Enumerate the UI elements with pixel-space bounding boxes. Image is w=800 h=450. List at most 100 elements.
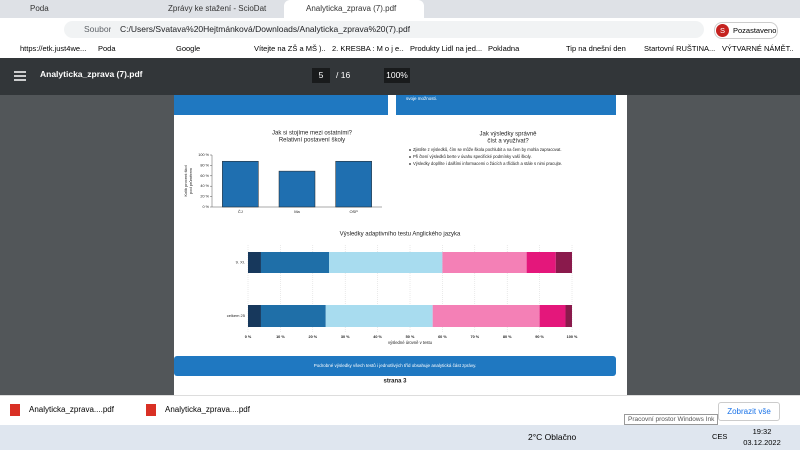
x-tick-label: 60 % bbox=[438, 335, 447, 339]
segment bbox=[260, 252, 329, 273]
scheme: Soubor bbox=[84, 24, 112, 34]
bullet bbox=[409, 156, 411, 158]
footer-note: Podrobné výsledky všech testů i jednotli… bbox=[314, 362, 477, 368]
bar bbox=[278, 170, 316, 208]
status: Pozastaveno bbox=[733, 26, 777, 35]
segment bbox=[325, 305, 433, 327]
menu-icon[interactable] bbox=[14, 71, 26, 81]
pdf-icon bbox=[10, 404, 20, 416]
weather: 2°C Oblačno bbox=[528, 432, 577, 442]
chart-subtitle: Relativní postavení školy bbox=[279, 138, 345, 144]
tab-active[interactable]: Analyticka_zprava (7).pdf bbox=[284, 0, 424, 18]
x-tick-label: 30 % bbox=[341, 335, 350, 339]
guide-bullet: Výsledky doplňte i dalšími informacemi o… bbox=[413, 161, 562, 166]
x-label: výsledné úrovně v testu bbox=[388, 340, 433, 345]
segment bbox=[539, 305, 566, 327]
zoom[interactable]: 100% bbox=[384, 68, 410, 83]
bookmark[interactable]: Produkty Lidl na jed... bbox=[410, 44, 482, 53]
page-label: strana 3 bbox=[383, 379, 407, 385]
bookmark[interactable]: 2. KRESBA : M o j e... bbox=[332, 44, 404, 53]
tab-title: Analyticka_zprava (7).pdf bbox=[306, 4, 397, 13]
guide-bullet: Zjistěte z výsledků, čím se může škola p… bbox=[413, 147, 562, 152]
bookmark[interactable]: Google bbox=[176, 44, 201, 53]
tab-title: Zprávy ke stažení - ScioDat bbox=[168, 4, 267, 13]
taskbar: 2°C Oblačno CES 19:32 03.12.2022 bbox=[0, 425, 800, 450]
info-box bbox=[396, 95, 616, 115]
row-label: 9. XI. bbox=[236, 260, 245, 265]
tab[interactable]: Poda bbox=[8, 0, 142, 18]
segment bbox=[248, 252, 261, 273]
chart-title: Jak si stojíme mezi ostatními? bbox=[272, 131, 353, 137]
bullet bbox=[409, 163, 411, 165]
pdf-content: svoje možnosti. Podrobné výsledky všech t… bbox=[174, 95, 616, 385]
date: 03.12.2022 bbox=[743, 438, 781, 447]
tooltip: Pracovní prostor Windows Ink bbox=[624, 414, 719, 425]
download-item[interactable]: Analyticka_zprava....pdf bbox=[165, 405, 250, 414]
pdf-icon bbox=[146, 404, 156, 416]
tab-title: Poda bbox=[30, 4, 49, 13]
bookmark[interactable]: Startovní RUŠTINA... bbox=[644, 44, 716, 53]
x-tick-label: 100 % bbox=[567, 335, 578, 339]
pdf-page bbox=[174, 95, 627, 395]
x-tick-label: 0 % bbox=[245, 335, 252, 339]
bar bbox=[335, 160, 372, 208]
y-tick-label: 100 % bbox=[198, 153, 209, 157]
show-all[interactable]: Zobrazit vše bbox=[718, 402, 780, 421]
x-tick-label: 80 % bbox=[503, 335, 512, 339]
y-tick-label: 20 % bbox=[200, 195, 209, 199]
bookmarks-bar: https://etk.just4we... Poda Google Vítejte … bbox=[0, 40, 800, 58]
profile[interactable]: S Pozastaveno bbox=[714, 22, 778, 39]
bookmark[interactable]: VÝTVARNÉ NÁMĚT... bbox=[722, 44, 794, 53]
omnibox[interactable] bbox=[64, 21, 704, 38]
guide-bullet: Při čtení výsledků berte v úvahu specifi… bbox=[413, 154, 532, 159]
segment bbox=[432, 305, 540, 327]
y-tick-label: 0 % bbox=[202, 205, 209, 209]
x-tick-label: OSP bbox=[349, 209, 358, 214]
bar bbox=[222, 160, 259, 208]
x-tick-label: 40 % bbox=[373, 335, 382, 339]
filename: Analyticka_zprava (7).pdf bbox=[40, 69, 143, 79]
download-item[interactable]: Analyticka_zprava....pdf bbox=[29, 405, 114, 414]
top-text: svoje možnosti. bbox=[406, 96, 437, 101]
segment bbox=[555, 252, 572, 273]
guide-title: číst a využívat? bbox=[487, 139, 529, 145]
segment bbox=[565, 305, 572, 327]
bookmark[interactable]: Tip na dnešní den bbox=[566, 44, 626, 53]
avatar: S bbox=[716, 24, 729, 37]
x-tick-label: ČJ bbox=[238, 209, 243, 214]
info-box bbox=[174, 95, 388, 115]
bookmark[interactable]: https://etk.just4we... bbox=[20, 44, 87, 53]
bookmark[interactable]: Poda bbox=[98, 44, 116, 53]
segment bbox=[526, 252, 556, 273]
segment bbox=[248, 305, 261, 327]
page-input[interactable]: 5 bbox=[312, 68, 330, 83]
guide-title: Jak výsledky správně bbox=[479, 132, 537, 138]
page-count: / 16 bbox=[336, 70, 351, 80]
chart-title: Výsledky adaptivního testu Anglického ja… bbox=[340, 232, 461, 238]
url: C:/Users/Svatava%20Hejtmánková/Downloads… bbox=[120, 24, 411, 34]
row-label: celkem 25 bbox=[227, 313, 246, 318]
footer-box bbox=[174, 356, 616, 376]
x-tick-label: Ma bbox=[294, 209, 300, 214]
y-tick-label: 40 % bbox=[200, 184, 209, 188]
bookmark[interactable]: Pokladna bbox=[488, 44, 520, 53]
x-tick-label: 70 % bbox=[470, 335, 479, 339]
y-tick-label: 60 % bbox=[200, 174, 209, 178]
x-tick-label: 90 % bbox=[535, 335, 544, 339]
segment bbox=[442, 252, 527, 273]
bullet bbox=[409, 149, 411, 151]
bookmark[interactable]: Vítejte na ZŠ a MŠ )... bbox=[254, 44, 326, 53]
y-label: pod průměrem bbox=[188, 167, 193, 194]
x-tick-label: 10 % bbox=[276, 335, 285, 339]
tab[interactable]: Zprávy ke stažení - ScioDat bbox=[146, 0, 280, 18]
y-label: Kolik procent škol bbox=[183, 165, 188, 196]
segment bbox=[260, 305, 326, 327]
x-tick-label: 50 % bbox=[406, 335, 415, 339]
pdf-toolbar: Analyticka_zprava (7).pdf 5 / 16 100% bbox=[0, 58, 800, 95]
language: CES bbox=[712, 432, 728, 441]
x-tick-label: 20 % bbox=[308, 335, 317, 339]
time: 19:32 bbox=[752, 427, 772, 436]
segment bbox=[329, 252, 443, 273]
y-tick-label: 80 % bbox=[200, 163, 209, 167]
